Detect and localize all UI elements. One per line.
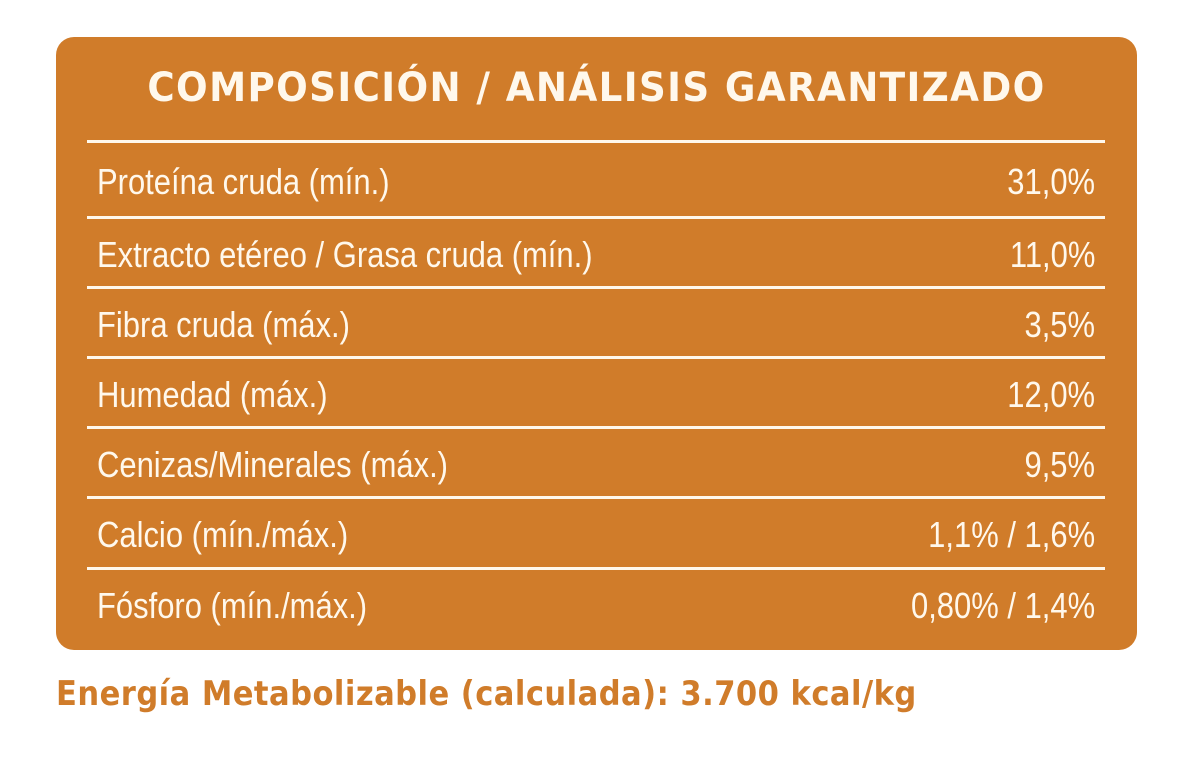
row-label: Cenizas/Minerales (máx.) <box>97 444 448 485</box>
row-divider <box>87 426 1105 429</box>
analysis-row-moisture: Humedad (máx.) 12,0% <box>97 360 1095 430</box>
row-divider <box>87 496 1105 499</box>
row-label: Proteína cruda (mín.) <box>97 161 390 202</box>
row-divider <box>87 356 1105 359</box>
row-value: 31,0% <box>1007 161 1095 202</box>
row-label: Extracto etéreo / Grasa cruda (mín.) <box>97 234 593 275</box>
guaranteed-analysis-panel: COMPOSICIÓN / ANÁLISIS GARANTIZADO Prote… <box>56 37 1137 650</box>
row-value: 1,1% / 1,6% <box>928 514 1095 555</box>
metabolizable-energy-note: Energía Metabolizable (calculada): 3.700… <box>56 674 917 714</box>
analysis-row-calcium: Calcio (mín./máx.) 1,1% / 1,6% <box>97 500 1095 570</box>
row-label: Fósforo (mín./máx.) <box>97 585 368 626</box>
row-value: 0,80% / 1,4% <box>910 585 1095 626</box>
row-divider <box>87 286 1105 289</box>
row-value: 3,5% <box>1024 304 1095 345</box>
row-value: 11,0% <box>1009 234 1095 275</box>
header-divider <box>87 140 1105 143</box>
row-label: Humedad (máx.) <box>97 374 328 415</box>
panel-title: COMPOSICIÓN / ANÁLISIS GARANTIZADO <box>147 65 1046 111</box>
row-value: 9,5% <box>1024 444 1095 485</box>
row-divider <box>87 216 1105 219</box>
analysis-row-protein: Proteína cruda (mín.) 31,0% <box>97 147 1095 217</box>
row-divider <box>87 567 1105 570</box>
analysis-row-phosphorus: Fósforo (mín./máx.) 0,80% / 1,4% <box>97 571 1095 641</box>
row-label: Calcio (mín./máx.) <box>97 514 349 555</box>
analysis-row-ash: Cenizas/Minerales (máx.) 9,5% <box>97 430 1095 500</box>
row-value: 12,0% <box>1007 374 1095 415</box>
row-label: Fibra cruda (máx.) <box>97 304 350 345</box>
analysis-row-fat: Extracto etéreo / Grasa cruda (mín.) 11,… <box>97 220 1095 290</box>
analysis-row-fiber: Fibra cruda (máx.) 3,5% <box>97 290 1095 360</box>
